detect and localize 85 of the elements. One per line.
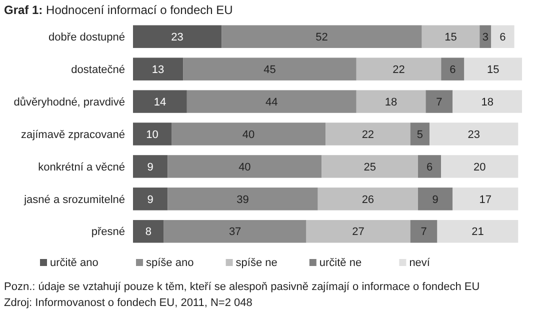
bar [356,58,442,80]
data-label: 44 [266,96,278,108]
bar [418,188,453,210]
bar [133,90,187,113]
bar [172,122,326,146]
data-label: 52 [316,31,328,44]
data-label: 17 [479,194,492,206]
bar [318,188,418,210]
data-label: 3 [482,31,488,44]
bar [306,220,410,243]
bar [164,220,306,243]
bar [464,58,522,80]
bar [452,90,522,113]
bar [356,90,426,113]
bar [183,58,356,80]
data-label: 15 [444,31,457,44]
data-label: 23 [468,128,480,141]
data-label: 26 [362,194,374,206]
data-label: 9 [147,194,154,206]
bar [491,25,514,48]
chart-title: Graf 1: Hodnocení informací o fondech EU [4,3,233,17]
data-label: 22 [392,64,405,76]
legend-label: spíše ano [146,257,194,269]
bar [418,155,442,178]
data-label: 6 [500,31,506,44]
data-label: 15 [486,64,500,76]
bar [133,188,168,210]
y-tick-label: zajímavě zpracované [21,128,125,141]
bar [168,188,318,210]
data-label: 9 [432,194,438,206]
bar [410,122,430,146]
data-label: 5 [416,128,423,141]
bar [322,155,418,178]
bar [426,90,453,113]
data-label: 7 [420,226,427,238]
data-label: 7 [436,96,442,108]
data-label: 45 [264,64,276,76]
data-label: 37 [228,226,242,238]
y-tick-label: přesné [91,226,125,238]
data-label: 6 [426,161,433,174]
y-tick-label: dobře dostupné [48,31,125,44]
data-label: 40 [238,161,251,174]
data-label: 8 [145,226,152,238]
bar [441,58,464,80]
bar [452,188,518,210]
text: Zdroj: Informovanost o fondech EU, 2011, N=2 048 [4,297,252,309]
bar [410,220,438,243]
legend-label: určitě ano [50,257,98,269]
data-label: 18 [481,96,494,108]
text: Pozn.: údaje se vztahují pouze k těm, kteří se alespoň pasivně zajímají o informace o fondech EU [4,281,480,293]
bar [133,220,164,243]
data-label: 22 [362,128,374,141]
bar [480,25,492,48]
y-tick-label: jasné a srozumitelné [23,194,125,206]
legend-label: neví [409,257,431,269]
data-label: 14 [154,96,166,108]
bar [326,122,410,146]
y-tick-label: dostatečné [71,64,125,76]
data-label: 23 [171,31,184,44]
data-label: 20 [474,161,486,174]
bar [186,90,356,113]
bar [422,25,480,48]
bar [430,122,518,146]
data-label: 21 [472,226,484,238]
data-label: 6 [450,64,456,76]
bar [133,122,172,146]
data-label: 9 [147,161,154,174]
y-tick-label: konkrétní a věcné [38,161,125,174]
bar [133,58,184,80]
bar [441,155,518,178]
y-tick-label: důvěryhodné, pravdivé [14,96,125,108]
data-label: 10 [146,128,158,141]
bar [222,25,422,48]
bar [437,220,518,243]
data-label: 39 [236,194,249,206]
legend-label: spíše ne [236,257,278,269]
legend-label: určitě ne [319,257,362,269]
bar [133,155,168,178]
data-label: 27 [352,226,364,238]
data-label: 13 [152,64,164,76]
bar [133,25,222,48]
data-label: 25 [364,161,376,174]
data-label: 18 [384,96,398,108]
data-label: 40 [242,128,255,141]
bar [168,155,322,178]
